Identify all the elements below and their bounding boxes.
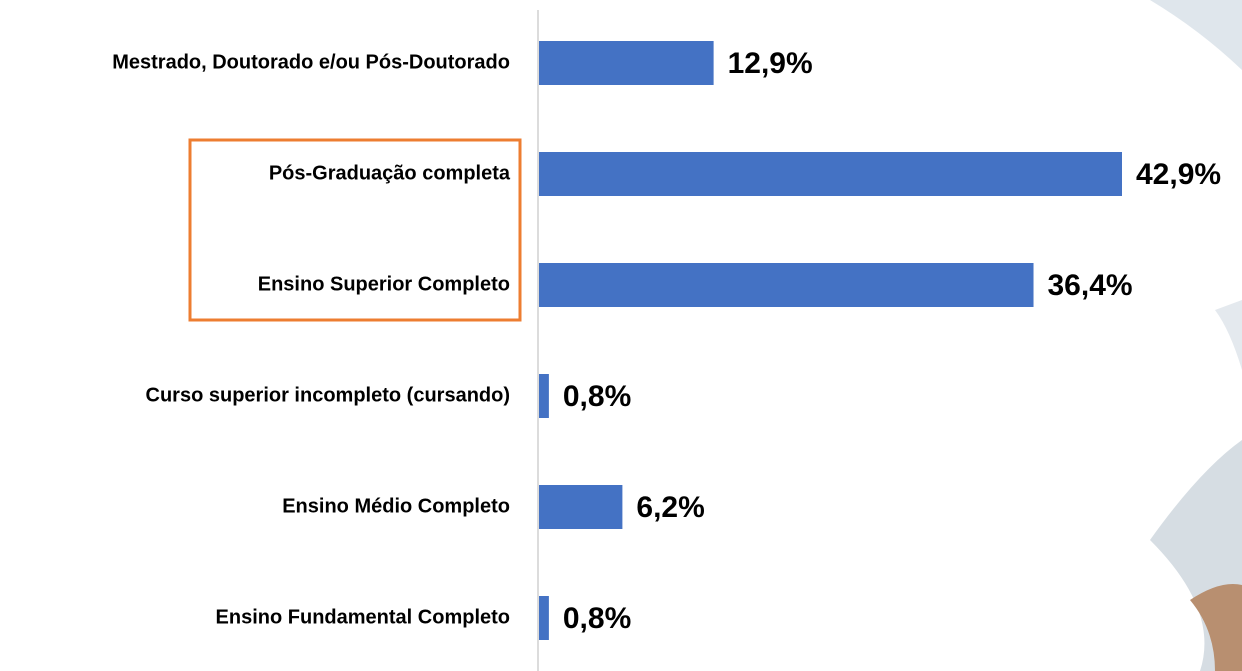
bar bbox=[539, 263, 1034, 307]
value-label: 6,2% bbox=[636, 491, 704, 524]
bar bbox=[539, 596, 549, 640]
value-label: 36,4% bbox=[1048, 269, 1133, 302]
background-decoration bbox=[1150, 0, 1242, 671]
category-label: Curso superior incompleto (cursando) bbox=[146, 384, 510, 406]
decor-shape bbox=[1150, 0, 1242, 70]
category-label: Ensino Médio Completo bbox=[282, 495, 510, 517]
bar bbox=[539, 41, 714, 85]
value-label: 12,9% bbox=[728, 47, 813, 80]
value-label: 42,9% bbox=[1136, 158, 1221, 191]
bar bbox=[539, 485, 622, 529]
bar bbox=[539, 152, 1122, 196]
bar bbox=[539, 374, 549, 418]
value-label: 0,8% bbox=[563, 380, 631, 413]
category-label: Ensino Superior Completo bbox=[258, 273, 510, 295]
decor-shape bbox=[1215, 300, 1242, 370]
category-label: Mestrado, Doutorado e/ou Pós-Doutorado bbox=[112, 51, 510, 73]
value-label: 0,8% bbox=[563, 602, 631, 635]
chart: Mestrado, Doutorado e/ou Pós-Doutorado 12… bbox=[0, 0, 1242, 671]
category-label: Ensino Fundamental Completo bbox=[216, 606, 510, 628]
decor-shape bbox=[1190, 584, 1242, 671]
category-label: Pós-Graduação completa bbox=[269, 162, 511, 184]
